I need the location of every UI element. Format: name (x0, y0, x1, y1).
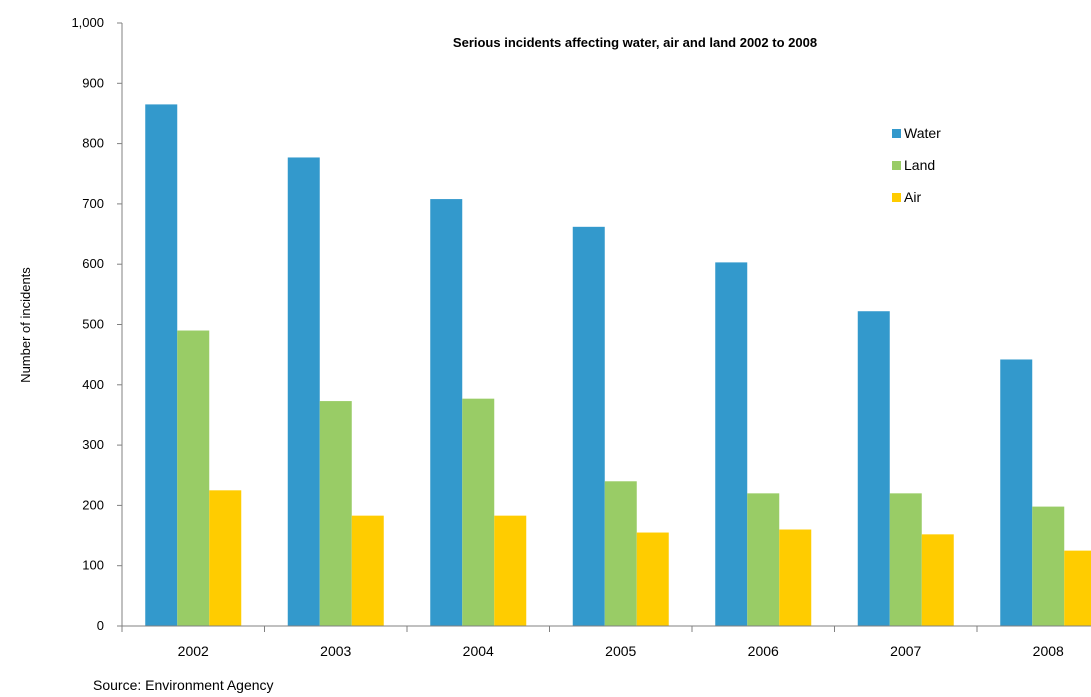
bar-land-2005 (604, 481, 637, 626)
legend: Water Land Air (892, 125, 941, 205)
bar-air-2005 (636, 532, 669, 626)
chart-title: Serious incidents affecting water, air a… (453, 35, 817, 50)
bar-land-2008 (1032, 506, 1065, 626)
bar-air-2004 (494, 515, 527, 626)
legend-label-land: Land (904, 157, 935, 173)
y-tick-label: 900 (82, 75, 104, 90)
legend-label-water: Water (904, 125, 941, 141)
bar-land-2003 (319, 401, 352, 626)
x-tick-label: 2008 (1033, 643, 1064, 659)
legend-label-air: Air (904, 189, 921, 205)
bar-land-2006 (747, 493, 780, 626)
legend-swatch-water (892, 129, 901, 138)
y-axis: 0 100 200 300 400 500 600 700 800 900 1,000 (71, 15, 123, 633)
bar-water-2004 (430, 199, 463, 627)
x-tick-label: 2002 (178, 643, 209, 659)
y-tick-label: 1,000 (71, 15, 104, 30)
x-tick-label: 2007 (890, 643, 921, 659)
y-axis-title: Number of incidents (18, 267, 33, 383)
bar-land-2002 (177, 330, 210, 626)
source-note: Source: Environment Agency (93, 677, 274, 693)
x-tick-label: 2004 (463, 643, 494, 659)
bar-water-2008 (1000, 359, 1033, 626)
y-tick-label: 300 (82, 437, 104, 452)
y-tick-label: 100 (82, 558, 104, 573)
bar-air-2003 (351, 515, 384, 626)
bar-land-2004 (462, 398, 495, 626)
y-tick-label: 200 (82, 497, 104, 512)
bar-water-2006 (715, 262, 748, 626)
bar-water-2005 (572, 226, 605, 626)
y-tick-label: 0 (97, 618, 104, 633)
x-tick-label: 2006 (748, 643, 779, 659)
x-axis: 2002 2003 2004 2005 2006 2007 2008 (121, 625, 1091, 659)
y-tick-label: 500 (82, 317, 104, 332)
bar-air-2002 (209, 490, 242, 626)
bar-air-2008 (1064, 550, 1091, 626)
y-tick-label: 400 (82, 377, 104, 392)
bar-water-2003 (287, 157, 320, 626)
y-tick-label: 600 (82, 256, 104, 271)
bar-land-2007 (889, 493, 922, 626)
legend-swatch-air (892, 193, 901, 202)
bar-water-2002 (145, 104, 178, 626)
y-tick-label: 700 (82, 196, 104, 211)
bar-series-group (145, 104, 1091, 627)
x-tick-label: 2003 (320, 643, 351, 659)
y-tick-label: 800 (82, 136, 104, 151)
bar-air-2007 (921, 534, 954, 626)
bar-air-2006 (779, 529, 812, 626)
bar-water-2007 (857, 311, 890, 626)
x-tick-label: 2005 (605, 643, 636, 659)
legend-swatch-land (892, 161, 901, 170)
